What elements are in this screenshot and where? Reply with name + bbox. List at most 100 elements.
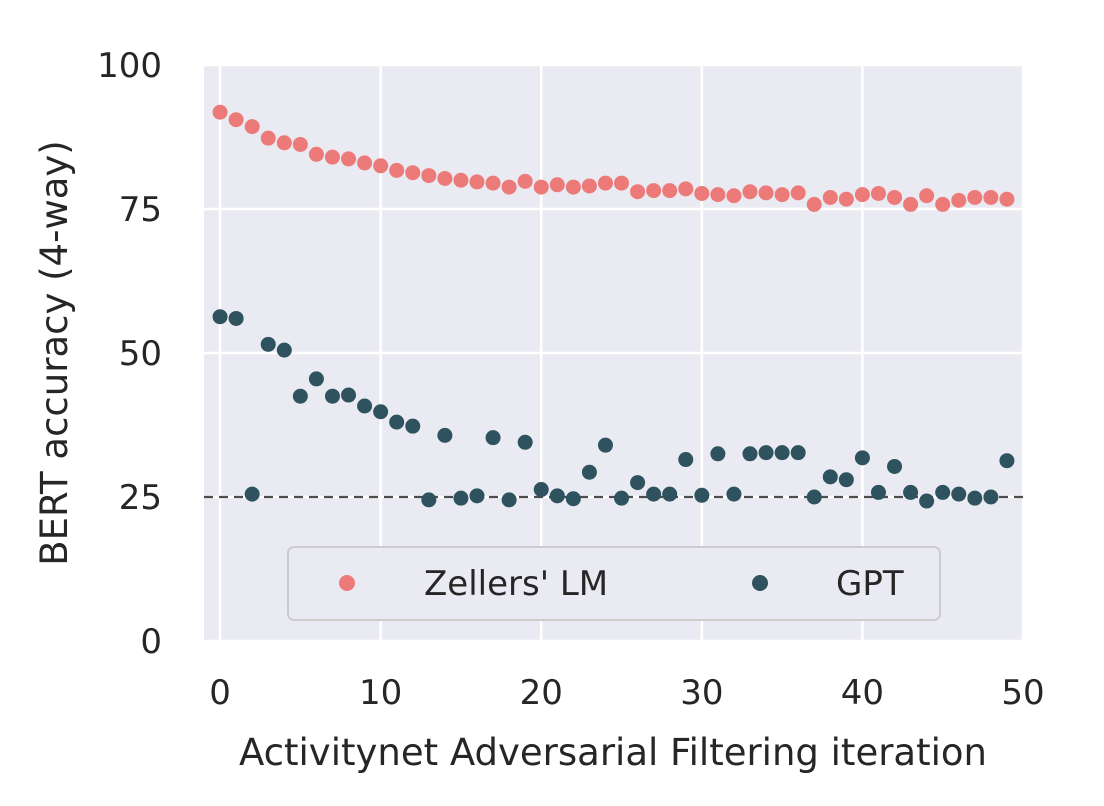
- point-gpt-11: [389, 414, 405, 430]
- point-zellers-25: [614, 175, 630, 191]
- point-gpt-48: [983, 489, 999, 505]
- point-gpt-10: [373, 404, 389, 420]
- point-zellers-7: [324, 149, 340, 165]
- legend-marker-zellers: [339, 575, 355, 591]
- point-zellers-16: [469, 174, 485, 190]
- point-zellers-2: [244, 119, 260, 135]
- point-gpt-33: [742, 446, 758, 462]
- point-gpt-34: [758, 445, 774, 461]
- point-gpt-5: [292, 388, 308, 404]
- point-gpt-29: [678, 452, 694, 468]
- point-gpt-20: [533, 482, 549, 498]
- point-zellers-27: [646, 183, 662, 199]
- point-gpt-12: [405, 418, 421, 434]
- point-zellers-21: [549, 177, 565, 193]
- point-zellers-24: [597, 175, 613, 191]
- x-tick-label: 0: [209, 673, 231, 713]
- legend-label-gpt: GPT: [836, 564, 904, 604]
- point-zellers-0: [212, 104, 228, 120]
- point-gpt-14: [437, 427, 453, 443]
- point-zellers-5: [292, 136, 308, 152]
- point-zellers-33: [742, 184, 758, 200]
- point-gpt-1: [228, 310, 244, 326]
- point-gpt-40: [854, 450, 870, 466]
- point-zellers-45: [935, 196, 951, 212]
- x-tick-label: 40: [841, 673, 884, 713]
- point-gpt-47: [967, 490, 983, 506]
- point-gpt-41: [870, 484, 886, 500]
- point-zellers-9: [357, 155, 373, 171]
- y-tick-label: 0: [140, 622, 162, 662]
- point-zellers-17: [485, 175, 501, 191]
- y-tick-label: 75: [119, 190, 162, 230]
- point-gpt-13: [421, 492, 437, 508]
- point-gpt-49: [999, 453, 1015, 469]
- point-gpt-16: [469, 488, 485, 504]
- point-gpt-26: [630, 475, 646, 491]
- point-gpt-22: [565, 491, 581, 507]
- x-tick-label: 30: [680, 673, 723, 713]
- point-gpt-45: [935, 484, 951, 500]
- x-tick-label: 10: [359, 673, 402, 713]
- point-zellers-18: [501, 179, 517, 195]
- point-zellers-36: [790, 185, 806, 201]
- point-zellers-1: [228, 112, 244, 128]
- point-zellers-3: [260, 130, 276, 146]
- y-tick-label: 50: [119, 334, 162, 374]
- point-zellers-10: [373, 158, 389, 174]
- legend-label-zellers: Zellers' LM: [424, 564, 608, 604]
- point-zellers-42: [887, 189, 903, 205]
- point-zellers-8: [341, 151, 357, 167]
- point-gpt-27: [646, 486, 662, 502]
- x-tick-label: 50: [1001, 673, 1044, 713]
- point-zellers-6: [308, 146, 324, 162]
- point-zellers-37: [806, 196, 822, 212]
- point-gpt-46: [951, 486, 967, 502]
- point-gpt-23: [581, 464, 597, 480]
- point-gpt-25: [614, 490, 630, 506]
- legend: Zellers' LM GPT: [287, 546, 941, 621]
- y-tick-labels: 0 25 50 75 100: [97, 46, 162, 662]
- x-tick-labels: 0 10 20 30 40 50: [209, 673, 1044, 713]
- point-gpt-19: [517, 434, 533, 450]
- point-zellers-43: [903, 196, 919, 212]
- point-gpt-28: [662, 486, 678, 502]
- legend-box: [287, 546, 941, 621]
- point-zellers-32: [726, 188, 742, 204]
- point-gpt-39: [838, 472, 854, 488]
- point-gpt-38: [822, 469, 838, 485]
- point-gpt-15: [453, 490, 469, 506]
- x-tick-label: 20: [520, 673, 563, 713]
- data-points: [212, 104, 1015, 509]
- point-gpt-35: [774, 445, 790, 461]
- point-gpt-24: [597, 437, 613, 453]
- point-gpt-2: [244, 486, 260, 502]
- point-gpt-21: [549, 488, 565, 504]
- point-gpt-9: [357, 398, 373, 414]
- point-zellers-44: [919, 188, 935, 204]
- point-gpt-30: [694, 487, 710, 503]
- point-zellers-28: [662, 183, 678, 199]
- point-gpt-8: [341, 387, 357, 403]
- point-zellers-19: [517, 173, 533, 189]
- point-zellers-22: [565, 179, 581, 195]
- point-zellers-38: [822, 189, 838, 205]
- point-zellers-39: [838, 191, 854, 207]
- point-zellers-47: [967, 189, 983, 205]
- point-zellers-40: [854, 187, 870, 203]
- point-gpt-32: [726, 486, 742, 502]
- point-gpt-3: [260, 336, 276, 352]
- point-zellers-46: [951, 192, 967, 208]
- point-zellers-14: [437, 170, 453, 186]
- point-zellers-41: [870, 185, 886, 201]
- point-zellers-35: [774, 187, 790, 203]
- point-gpt-43: [903, 484, 919, 500]
- point-gpt-37: [806, 489, 822, 505]
- point-zellers-48: [983, 189, 999, 205]
- x-axis-label: Activitynet Adversarial Filtering iterat…: [239, 731, 987, 774]
- point-gpt-17: [485, 430, 501, 446]
- point-zellers-15: [453, 172, 469, 188]
- point-zellers-29: [678, 181, 694, 197]
- point-zellers-4: [276, 135, 292, 151]
